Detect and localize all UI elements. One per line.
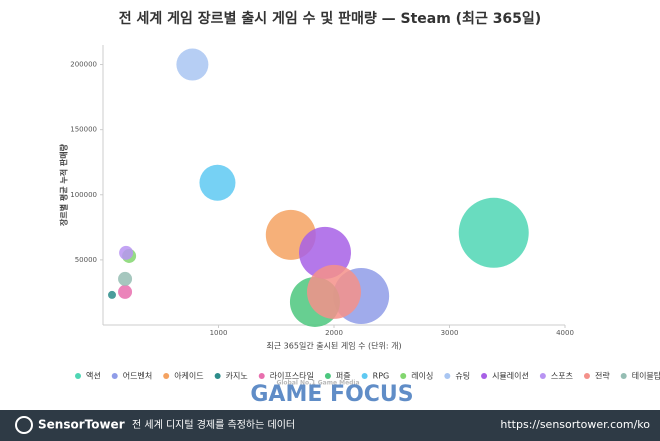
legend-label: 아케이드	[174, 371, 203, 381]
bubbles	[108, 48, 529, 327]
legend-swatch	[111, 373, 118, 379]
bubble	[307, 264, 361, 319]
legend-swatch	[324, 373, 331, 379]
legend-label: 액션	[86, 371, 101, 381]
bubble	[458, 197, 529, 268]
footer-brand: SensorTower	[38, 418, 125, 432]
x-tick-label: 3000	[441, 329, 459, 337]
footer-bar	[0, 410, 660, 441]
chart-title: 전 세계 게임 장르별 출시 게임 수 및 판매량 — Steam (최근 36…	[119, 10, 541, 27]
y-axis-label: 장르별 평균 누적 판매량	[59, 143, 69, 226]
watermark: Global No.1 Game Media	[276, 380, 359, 387]
legend-swatch	[481, 373, 488, 379]
bubble	[118, 284, 133, 299]
y-tick-label: 50000	[75, 256, 97, 264]
legend-label: 레이싱	[411, 371, 433, 381]
y-tick-label: 200000	[70, 61, 97, 69]
footer-logo	[15, 416, 33, 434]
bubble	[108, 290, 117, 299]
bubble	[119, 245, 134, 260]
legend-label: 라이프스타일	[270, 371, 314, 381]
legend-swatch	[620, 373, 627, 379]
legend-swatch	[214, 373, 221, 379]
legend-label: 카지노	[226, 372, 248, 381]
bubble	[176, 48, 209, 81]
legend-swatch	[75, 373, 81, 379]
bubble	[199, 164, 236, 201]
bubble	[118, 271, 133, 286]
legend-swatch	[400, 373, 407, 379]
y-tick-label: 150000	[70, 126, 97, 134]
legend-label: 시뮬레이션	[492, 371, 529, 381]
watermark-tagline: Global No.1 Game Media	[276, 380, 359, 387]
legend-label: 스포츠	[551, 372, 573, 381]
legend-label: 어드벤처	[123, 371, 152, 381]
legend-swatch	[583, 373, 590, 379]
legend-label: 슈팅	[455, 371, 470, 381]
x-axis-label: 최근 365일간 출시된 게임 수 (단위: 개)	[266, 341, 401, 351]
legend-swatch	[258, 373, 265, 379]
footer-url: https://sensortower.com/ko	[500, 418, 650, 431]
legend-swatch	[444, 373, 451, 379]
legend-label: 전략	[595, 371, 610, 381]
legend-label: RPG	[373, 372, 390, 381]
legend-swatch	[163, 373, 170, 379]
y-tick-label: 100000	[70, 191, 97, 199]
legend-label: 테이블탑	[632, 371, 660, 381]
footer-slogan: 전 세계 디지털 경제를 측정하는 데이터	[132, 418, 295, 431]
x-tick-label: 4000	[556, 329, 574, 337]
x-tick-label: 2000	[325, 329, 343, 337]
x-tick-label: 1000	[210, 329, 228, 337]
legend-label: 퍼즐	[336, 372, 351, 381]
watermark-title: GAME FOCUS	[250, 382, 413, 407]
legend-swatch	[361, 373, 368, 379]
legend-swatch	[539, 373, 546, 379]
